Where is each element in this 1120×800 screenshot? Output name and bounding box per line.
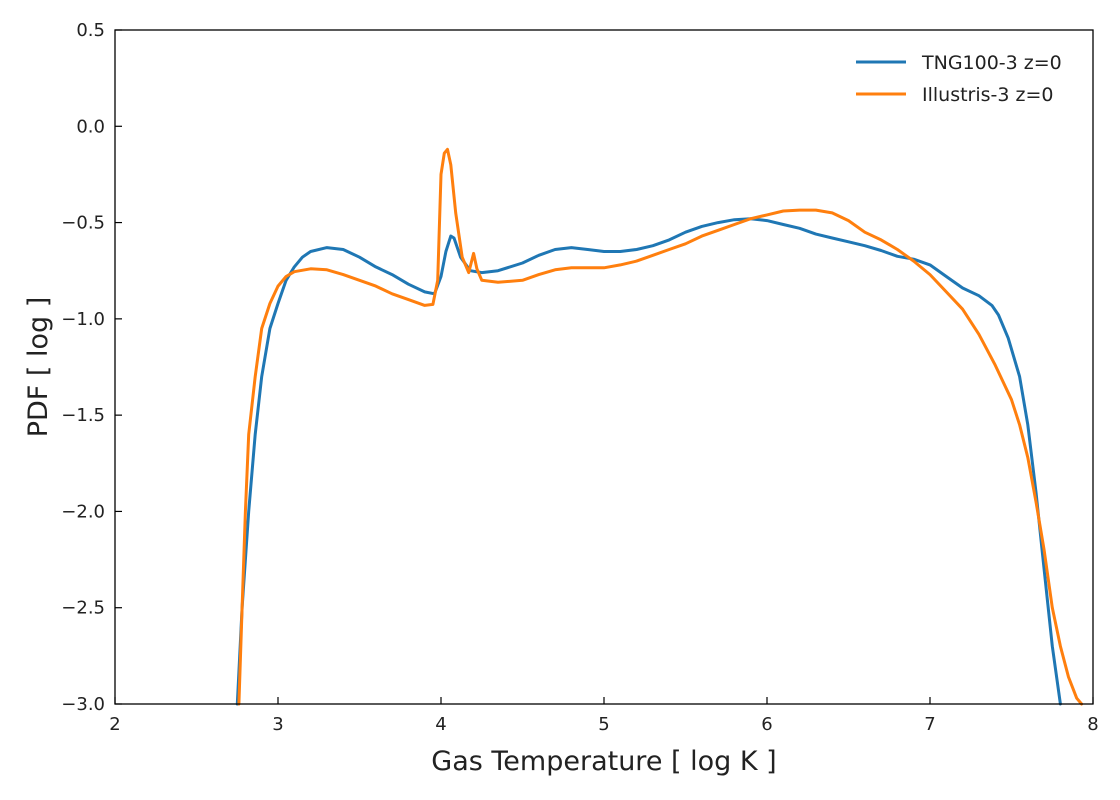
x-tick-label: 6 <box>761 714 772 735</box>
legend: TNG100-3 z=0 Illustris-3 z=0 <box>856 52 1062 106</box>
legend-label-2: Illustris-3 z=0 <box>922 84 1054 106</box>
y-tick-label: 0.0 <box>76 116 105 137</box>
y-tick-label: 0.5 <box>76 20 105 41</box>
y-tick-label: −3.0 <box>61 694 105 715</box>
y-tick-label: −1.5 <box>61 405 105 426</box>
x-tick-label: 4 <box>435 714 446 735</box>
y-tick-label: −2.0 <box>61 501 105 522</box>
legend-label-1: TNG100-3 z=0 <box>921 52 1062 74</box>
series-line-1 <box>235 217 1062 706</box>
plot-area-frame <box>114 29 1094 705</box>
y-axis-title: PDF [ log ] <box>23 297 54 438</box>
x-axis-title: Gas Temperature [ log K ] <box>431 746 776 777</box>
y-tick-label: −1.0 <box>61 309 105 330</box>
x-tick-label: 3 <box>272 714 283 735</box>
x-tick-label: 2 <box>109 714 120 735</box>
y-tick-label: −0.5 <box>61 213 105 234</box>
series-line-2 <box>237 147 1084 706</box>
x-tick-label: 5 <box>598 714 609 735</box>
x-tick-label: 8 <box>1087 714 1098 735</box>
x-tick-label: 7 <box>924 714 935 735</box>
y-tick-label: −2.5 <box>61 598 105 619</box>
